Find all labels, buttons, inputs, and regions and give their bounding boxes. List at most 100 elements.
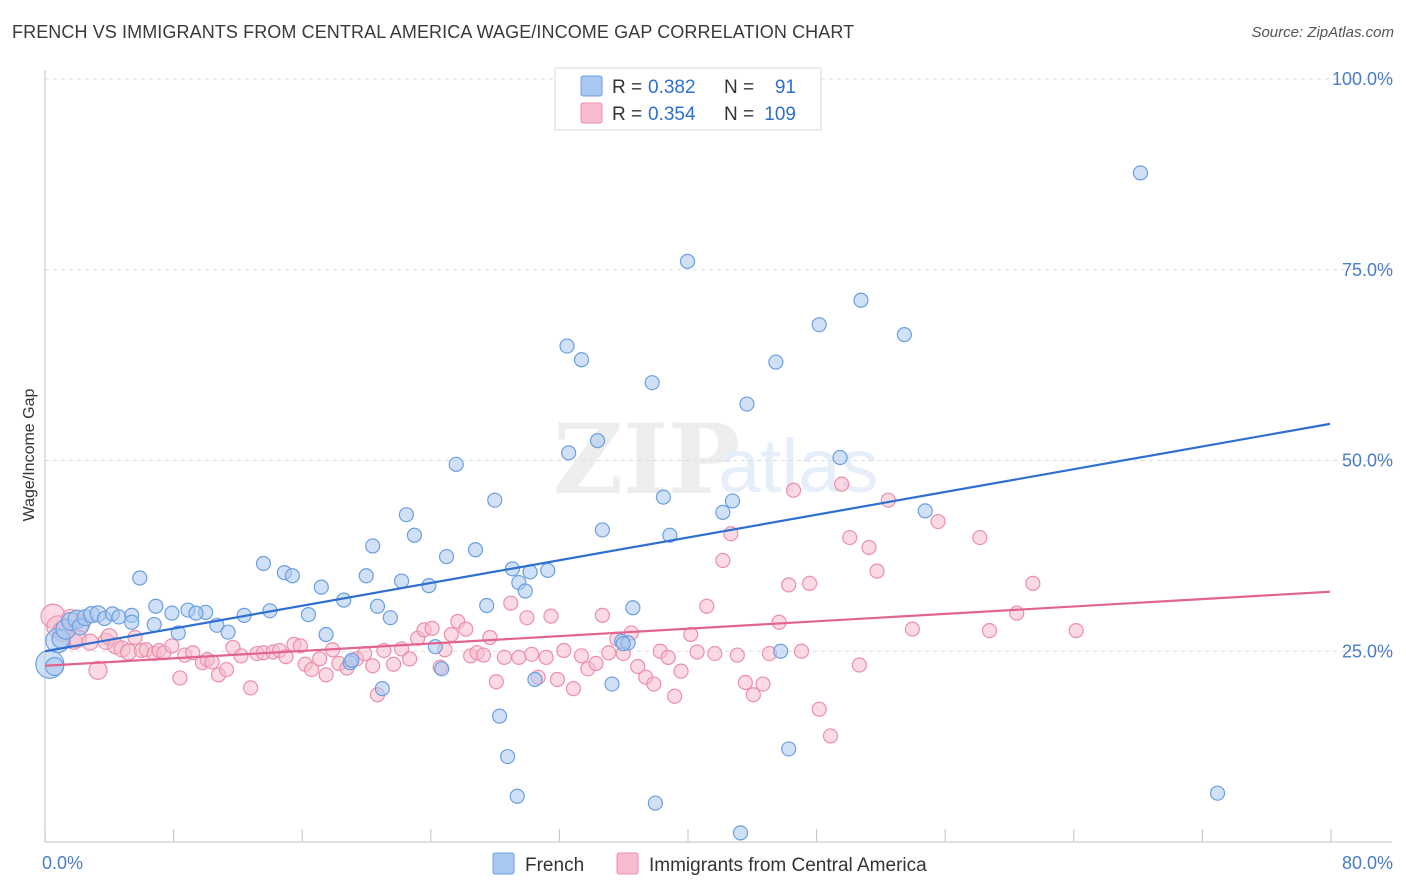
stats-legend: R = 0.382 N = 91 R = 0.354 N = 109 (554, 67, 822, 131)
immigrants-point-106 (785, 482, 802, 498)
immigrants-point-77 (565, 681, 582, 697)
stats-r-value-immigrants: 0.354 (648, 104, 696, 125)
legend-swatch-french (492, 852, 515, 875)
french-point-77 (739, 396, 755, 412)
french-point-13 (111, 609, 127, 625)
immigrants-point-118 (930, 513, 946, 530)
y-tick-label-3: 100.0% (1332, 69, 1393, 89)
french-point-35 (344, 652, 360, 669)
french-point-59 (527, 671, 543, 688)
immigrants-point-67 (496, 649, 512, 665)
french-point-42 (398, 507, 415, 523)
immigrants-point-75 (549, 671, 565, 688)
y-tick-labels: 25.0% 50.0% 75.0% 100.0% (1332, 69, 1393, 661)
legend-label-french: French (525, 855, 584, 876)
immigrants-point-56 (424, 620, 440, 636)
immigrants-point-100 (737, 674, 753, 691)
y-tick-label-2: 75.0% (1342, 260, 1393, 280)
french-point-52 (491, 708, 508, 724)
french-point-85 (917, 503, 933, 519)
french-point-87 (1209, 785, 1226, 801)
immigrants-point-70 (519, 610, 535, 626)
stats-legend-swatch-french (580, 75, 603, 97)
stats-r-value-french: 0.382 (648, 77, 696, 98)
immigrants-point-101 (745, 687, 761, 703)
french-point-58 (509, 788, 525, 804)
immigrants-point-69 (511, 649, 527, 665)
stats-n-value-french: 91 (775, 77, 796, 98)
french-point-50 (479, 597, 495, 614)
series-french-points (35, 165, 1226, 841)
immigrants-point-120 (981, 623, 998, 639)
immigrants-point-108 (801, 575, 818, 591)
french-point-66 (604, 676, 620, 692)
immigrants-point-82 (601, 645, 617, 661)
french-point-32 (318, 626, 334, 643)
immigrants-point-61 (458, 621, 474, 637)
immigrants-point-73 (538, 649, 554, 665)
french-point-53 (500, 748, 516, 765)
immigrants-point-107 (793, 643, 810, 659)
french-point-45 (427, 639, 443, 655)
immigrants-point-96 (707, 645, 723, 662)
french-point-15 (132, 570, 148, 586)
x-tick-label-max: 80.0% (1342, 853, 1393, 873)
french-point-48 (448, 456, 464, 472)
french-point-76 (724, 493, 741, 509)
legend-swatch-immigrants (616, 852, 639, 875)
french-point-64 (589, 433, 606, 449)
immigrants-point-97 (715, 552, 731, 569)
french-point-16 (146, 616, 162, 633)
immigrants-point-40 (304, 661, 320, 678)
immigrants-point-59 (443, 626, 459, 643)
immigrants-point-78 (573, 648, 590, 664)
immigrants-point-64 (475, 647, 492, 663)
french-point-18 (164, 605, 180, 621)
french-point-38 (369, 598, 386, 614)
immigrants-point-91 (667, 688, 683, 704)
french-point-22 (188, 605, 204, 621)
y-tick-label-0: 25.0% (1342, 641, 1393, 661)
immigrants-point-65 (482, 629, 498, 646)
french-point-63 (573, 352, 590, 368)
immigrants-point-105 (781, 577, 797, 593)
french-point-51 (487, 492, 503, 508)
french-point-43 (406, 527, 423, 543)
immigrants-point-95 (699, 598, 715, 614)
french-point-75 (715, 504, 731, 520)
immigrants-point-112 (842, 529, 858, 546)
french-point-31 (313, 579, 329, 595)
immigrants-point-81 (594, 607, 610, 623)
french-point-82 (832, 449, 848, 466)
chart-title: FRENCH VS IMMIGRANTS FROM CENTRAL AMERIC… (12, 22, 855, 42)
french-point-46 (434, 661, 450, 677)
french-point-80 (781, 741, 797, 757)
immigrants-point-86 (630, 658, 646, 675)
french-point-49 (467, 542, 484, 558)
immigrants-point-109 (811, 701, 827, 717)
immigrants-point-74 (543, 608, 559, 624)
french-point-74 (679, 253, 696, 269)
french-point-60 (540, 562, 556, 578)
immigrants-point-117 (904, 621, 920, 637)
immigrants-point-48 (365, 658, 381, 674)
immigrants-point-88 (646, 676, 662, 692)
french-point-39 (374, 681, 390, 697)
immigrants-point-8 (88, 660, 108, 680)
immigrants-point-94 (689, 644, 705, 660)
immigrants-point-110 (822, 728, 839, 744)
immigrants-point-68 (503, 595, 519, 611)
french-point-86 (1132, 165, 1149, 181)
stats-r-label-immigrants: R = (612, 104, 642, 125)
immigrants-point-90 (660, 649, 676, 665)
trend-line-immigrants (44, 590, 1331, 667)
french-point-37 (365, 538, 381, 554)
stats-n-label-immigrants: N = (724, 104, 754, 125)
french-point-79 (773, 643, 789, 659)
french-point-88 (732, 825, 749, 841)
immigrants-point-92 (673, 663, 689, 679)
immigrants-point-80 (588, 655, 604, 672)
y-tick-label-1: 50.0% (1342, 451, 1393, 471)
watermark-atlas: atlas (718, 424, 879, 509)
